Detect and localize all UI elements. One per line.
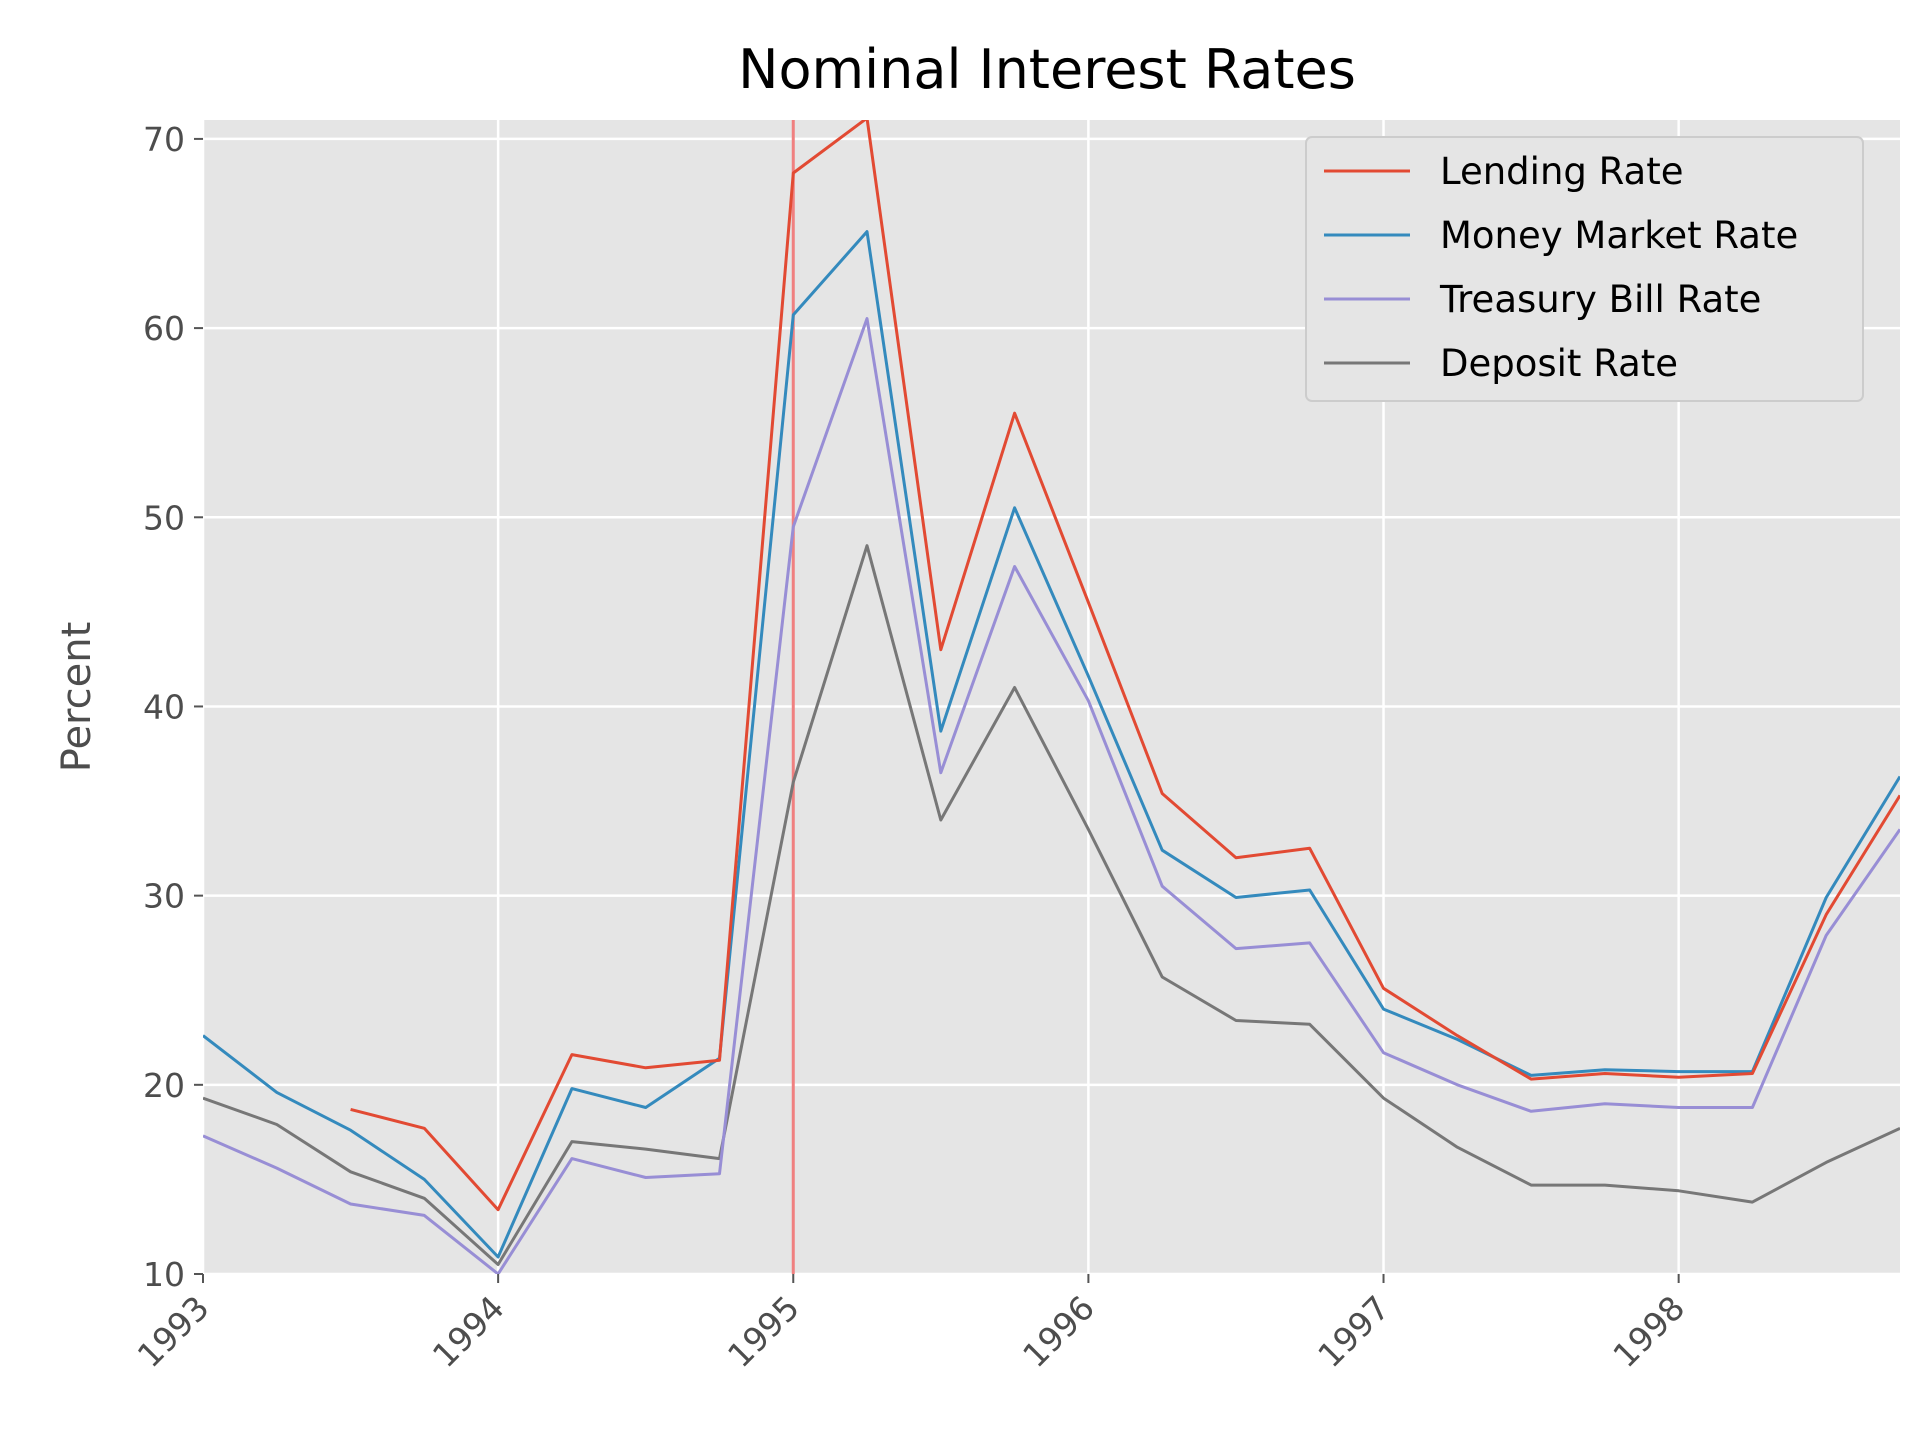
chart-title: Nominal Interest Rates [738,38,1356,101]
series-line-lending-rate [350,120,1900,1212]
legend: Lending Rate Money Market Rate Treasury Bi… [1305,136,1864,402]
series-line-money-market-rate [203,230,1900,1259]
x-tick-label: 1995 [720,1288,807,1375]
y-tick-label: 70 [143,120,185,159]
legend-label: Treasury Bill Rate [1439,278,1761,321]
y-tick-label: 40 [143,687,185,726]
y-tick-label: 50 [143,498,185,537]
series-line-deposit-rate [203,544,1900,1266]
y-tick-label: 10 [143,1255,185,1294]
y-tick-label: 30 [143,877,185,916]
y-axis-label: Percent [54,622,100,773]
series-lines [203,120,1900,1274]
y-tick-label: 20 [143,1066,185,1105]
series-line-treasury-bill-rate [203,317,1900,1274]
x-tick-label: 1993 [130,1288,217,1375]
legend-label: Lending Rate [1440,150,1683,193]
x-tick-label: 1997 [1310,1288,1397,1375]
y-tick-label: 60 [143,309,185,348]
legend-label: Money Market Rate [1440,214,1798,257]
legend-box [1305,136,1864,402]
x-tick-label: 1994 [425,1288,512,1375]
legend-label: Deposit Rate [1440,342,1678,385]
x-tick-label: 1996 [1015,1288,1102,1375]
x-tick-label: 1998 [1605,1288,1692,1375]
